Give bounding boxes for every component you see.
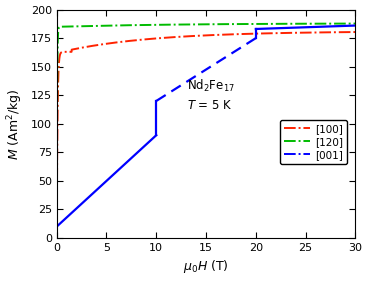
Text: Nd$_2$Fe$_{17}$
$T$ = 5 K: Nd$_2$Fe$_{17}$ $T$ = 5 K [187, 78, 234, 112]
X-axis label: $\mu_0H$ (T): $\mu_0H$ (T) [183, 259, 229, 275]
Legend: [100], [120], [001]: [100], [120], [001] [280, 120, 347, 164]
Y-axis label: $M$ (Am$^2$/kg): $M$ (Am$^2$/kg) [6, 88, 25, 160]
